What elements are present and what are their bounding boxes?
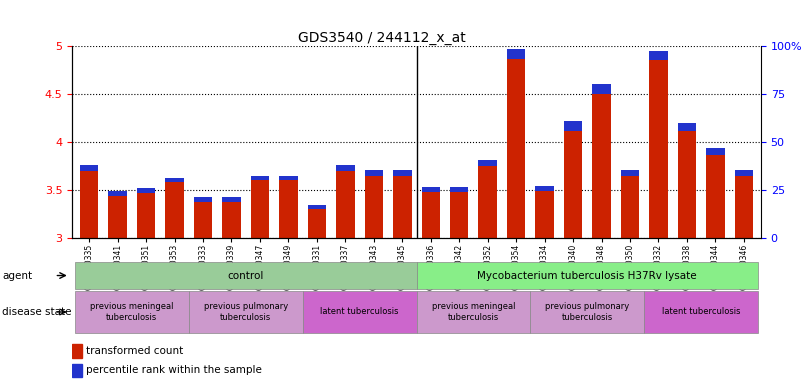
Bar xyxy=(336,165,355,171)
Bar xyxy=(393,176,412,238)
Bar xyxy=(308,205,326,209)
Bar xyxy=(644,291,758,333)
Bar xyxy=(678,123,696,131)
Text: disease state: disease state xyxy=(2,307,72,317)
Bar xyxy=(421,187,440,192)
Bar xyxy=(564,121,582,131)
Bar xyxy=(621,170,639,176)
Bar xyxy=(478,166,497,238)
Bar xyxy=(80,165,99,171)
Bar xyxy=(165,177,183,182)
Bar xyxy=(706,148,725,155)
Text: percentile rank within the sample: percentile rank within the sample xyxy=(87,365,262,376)
Bar xyxy=(735,170,753,176)
Bar xyxy=(478,161,497,166)
Bar xyxy=(251,180,269,238)
Bar xyxy=(364,176,383,238)
Text: latent tuberculosis: latent tuberculosis xyxy=(320,308,399,316)
Bar xyxy=(222,202,241,238)
Bar xyxy=(678,131,696,238)
Text: control: control xyxy=(227,270,264,281)
Bar xyxy=(450,187,469,192)
Bar xyxy=(450,192,469,238)
Text: agent: agent xyxy=(2,270,33,281)
Bar xyxy=(194,197,212,202)
Bar xyxy=(417,262,758,290)
Title: GDS3540 / 244112_x_at: GDS3540 / 244112_x_at xyxy=(298,31,466,45)
Text: Mycobacterium tuberculosis H37Rv lysate: Mycobacterium tuberculosis H37Rv lysate xyxy=(477,270,697,281)
Bar xyxy=(251,176,269,180)
Bar xyxy=(75,291,189,333)
Bar xyxy=(308,209,326,238)
Bar xyxy=(535,186,553,191)
Bar xyxy=(80,171,99,238)
Bar xyxy=(108,196,127,238)
Bar xyxy=(336,171,355,238)
Bar xyxy=(75,262,417,290)
Bar xyxy=(72,344,82,358)
Bar xyxy=(222,197,241,202)
Text: previous pulmonary
tuberculosis: previous pulmonary tuberculosis xyxy=(545,302,630,322)
Text: previous pulmonary
tuberculosis: previous pulmonary tuberculosis xyxy=(203,302,288,322)
Bar xyxy=(735,176,753,238)
Bar xyxy=(364,170,383,176)
Bar xyxy=(137,193,155,238)
Bar xyxy=(165,182,183,238)
Bar xyxy=(650,51,668,61)
Bar xyxy=(592,94,611,238)
Bar xyxy=(137,188,155,193)
Bar xyxy=(72,364,82,377)
Bar xyxy=(507,49,525,59)
Bar xyxy=(592,84,611,94)
Bar xyxy=(280,176,298,180)
Bar xyxy=(194,202,212,238)
Bar xyxy=(417,291,530,333)
Bar xyxy=(507,58,525,238)
Text: transformed count: transformed count xyxy=(87,346,183,356)
Text: previous meningeal
tuberculosis: previous meningeal tuberculosis xyxy=(91,302,174,322)
Bar xyxy=(108,191,127,196)
Bar xyxy=(189,291,303,333)
Bar xyxy=(280,180,298,238)
Bar xyxy=(421,192,440,238)
Bar xyxy=(564,131,582,238)
Bar xyxy=(530,291,644,333)
Bar xyxy=(535,191,553,238)
Bar xyxy=(706,154,725,238)
Text: latent tuberculosis: latent tuberculosis xyxy=(662,308,740,316)
Bar xyxy=(650,61,668,238)
Bar xyxy=(303,291,417,333)
Bar xyxy=(393,170,412,176)
Bar xyxy=(621,176,639,238)
Text: previous meningeal
tuberculosis: previous meningeal tuberculosis xyxy=(432,302,515,322)
